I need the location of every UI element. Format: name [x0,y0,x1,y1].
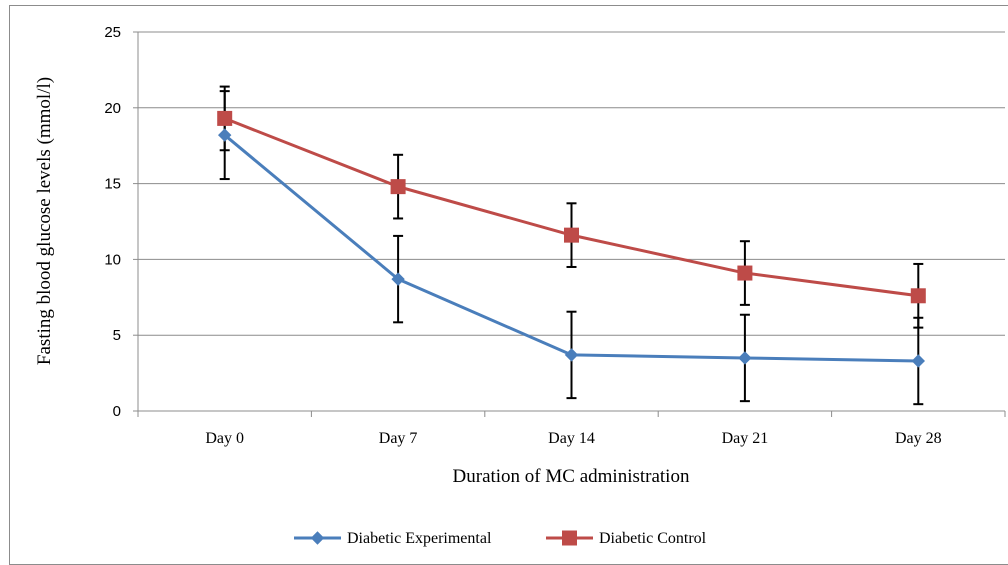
y-tick-label: 20 [104,100,121,117]
legend-label: Diabetic Control [599,530,707,547]
legend-label: Diabetic Experimental [347,530,492,547]
legend-item-1: Diabetic Experimental [294,530,492,547]
x-axis-title: Duration of MC administration [453,466,690,487]
y-tick-label: 0 [113,403,121,420]
data-point [564,227,579,243]
data-point [738,351,752,365]
y-tick-label: 10 [104,251,121,268]
x-tick-labels: Day 0 Day 7 Day 14 Day 21 Day 28 [205,430,941,447]
legend-marker [562,530,577,546]
x-tick-label: Day 7 [379,430,418,447]
data-point [911,354,926,368]
axes [133,31,1006,417]
data-point [390,179,406,195]
y-axis-title: Fasting blood glucose levels (mmol/l) [34,77,55,365]
legend-marker [310,531,325,545]
legend: Diabetic Experimental Diabetic Control [294,530,707,547]
data-point [737,265,753,281]
y-tick-label: 15 [104,176,121,193]
markers-1 [217,128,926,368]
data-point [217,110,233,126]
error-bars-2 [219,85,924,329]
data-point [910,288,926,304]
data-point [391,272,405,286]
data-point [217,128,232,142]
x-tick-label: Day 14 [548,430,595,447]
y-tick-label: 5 [113,327,121,344]
y-tick-labels: 0 5 10 15 20 25 [104,24,121,420]
x-tick-label: Day 21 [722,430,769,447]
y-tick-label: 25 [104,24,121,41]
legend-item-2: Diabetic Control [546,530,707,547]
data-point [564,348,579,362]
markers-2 [217,110,926,304]
x-tick-label: Day 28 [895,430,942,447]
series-layer [217,85,926,406]
x-tick-label: Day 0 [205,430,244,447]
